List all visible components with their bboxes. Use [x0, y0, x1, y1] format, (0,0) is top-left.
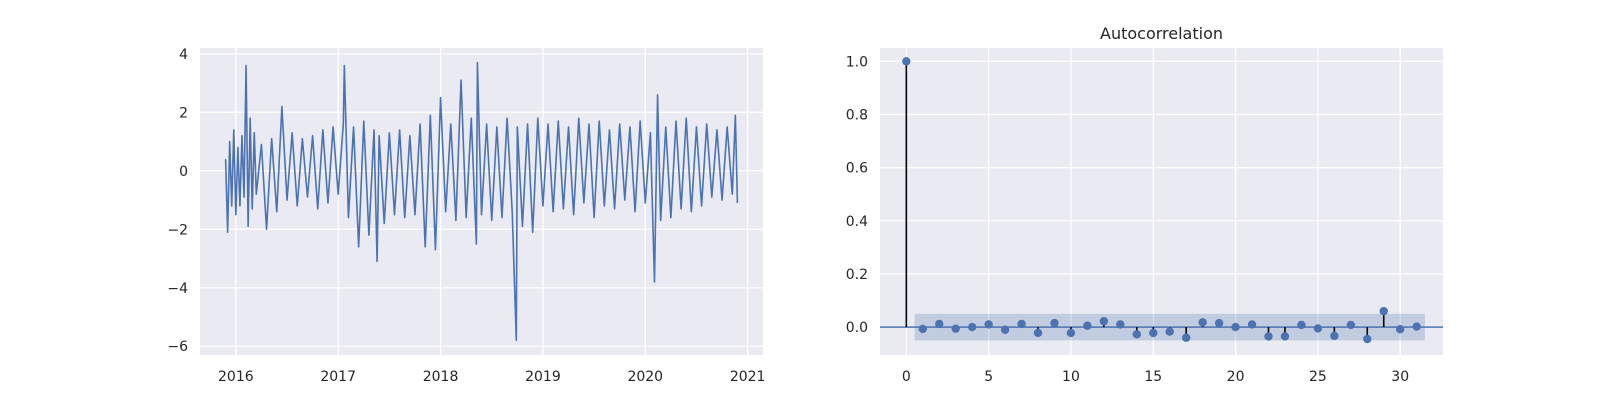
acf-point: [902, 57, 911, 66]
acf-point: [984, 320, 993, 329]
acf-point: [1395, 325, 1405, 334]
acf-point: [1198, 318, 1207, 327]
plot-area: [880, 48, 1443, 355]
x-tick-label: 10: [1062, 369, 1080, 385]
acf-point: [1033, 328, 1043, 338]
acf-point: [1264, 332, 1273, 341]
acf-point: [967, 322, 977, 332]
acf-point: [1231, 322, 1240, 332]
acf-point: [1247, 320, 1257, 329]
acf-point: [1050, 318, 1059, 328]
y-tick-label: 0: [179, 164, 188, 180]
x-tick-label: 25: [1309, 369, 1327, 385]
acf-point: [1330, 331, 1339, 341]
x-tick-label: 2020: [627, 369, 663, 385]
y-tick-label: 0.0: [846, 320, 868, 336]
acf-point: [1214, 318, 1224, 328]
acf-point: [1181, 333, 1191, 342]
acf-point: [1149, 328, 1158, 338]
y-tick-label: 1.0: [846, 54, 868, 70]
chart-title: Autocorrelation: [1100, 24, 1223, 43]
acf-point: [1313, 324, 1323, 333]
x-tick-label: 2018: [423, 369, 459, 385]
x-tick-label: 0: [902, 369, 911, 385]
acf-point: [1017, 319, 1026, 329]
y-tick-label: 4: [179, 47, 188, 63]
acf-point: [1346, 320, 1356, 330]
acf-point: [1132, 330, 1142, 339]
acf-point: [935, 319, 944, 329]
acf-point: [1000, 325, 1010, 334]
x-tick-label: 20: [1227, 369, 1245, 385]
acf-point: [1280, 332, 1290, 341]
acf-point: [1066, 328, 1076, 338]
x-tick-label: 2017: [320, 369, 356, 385]
acf-point: [1412, 322, 1421, 331]
acf-point: [918, 324, 928, 334]
time-series-chart: 2016 2017 2018 2019 2020 2021 −6 −4 −2 0 2 4: [167, 47, 765, 385]
x-tick-label: 5: [984, 369, 993, 385]
acf-point: [1165, 327, 1174, 336]
x-tick-label: 2021: [730, 369, 766, 385]
y-tick-label: 0.8: [846, 107, 868, 123]
x-tick-label: 30: [1391, 369, 1409, 385]
acf-point: [1116, 320, 1125, 329]
y-tick-label: 0.2: [846, 267, 868, 283]
y-tick-label: −2: [167, 222, 188, 238]
y-tick-label: −4: [167, 281, 188, 297]
x-tick-label: 2019: [525, 369, 561, 385]
y-tick-label: −6: [167, 339, 188, 355]
acf-point: [1363, 334, 1372, 344]
x-tick-label: 2016: [218, 369, 254, 385]
acf-point: [1297, 320, 1306, 330]
y-tick-label: 0.6: [846, 161, 868, 177]
acf-point: [951, 324, 960, 333]
series-line: [224, 61, 739, 342]
acf-point: [1083, 321, 1092, 330]
x-tick-label: 15: [1144, 369, 1162, 385]
autocorrelation-chart: 0 5 10 15 20 25 30 0.0 0.2 0.4 0.6 0.8 1.0 Autocorrel…: [846, 24, 1443, 385]
acf-point: [1099, 317, 1109, 326]
y-tick-label: 0.4: [846, 214, 868, 230]
acf-point: [1379, 306, 1388, 316]
y-tick-label: 2: [179, 105, 188, 121]
